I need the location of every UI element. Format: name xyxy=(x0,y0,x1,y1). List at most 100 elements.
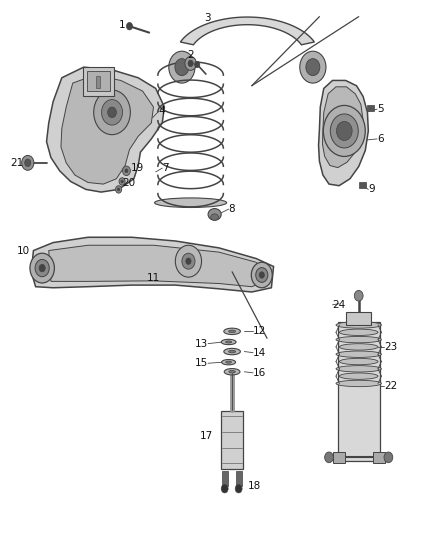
Circle shape xyxy=(256,268,268,282)
Circle shape xyxy=(121,180,123,183)
Text: 15: 15 xyxy=(195,358,208,368)
Circle shape xyxy=(182,253,195,269)
Text: 16: 16 xyxy=(253,368,266,378)
Polygon shape xyxy=(318,80,368,185)
Bar xyxy=(338,322,380,461)
Circle shape xyxy=(259,272,265,278)
Text: 3: 3 xyxy=(204,13,210,23)
Bar xyxy=(83,67,114,96)
Ellipse shape xyxy=(336,380,381,386)
Ellipse shape xyxy=(336,351,381,358)
Circle shape xyxy=(306,59,320,76)
Circle shape xyxy=(39,264,45,272)
Text: 18: 18 xyxy=(247,481,261,490)
Text: 20: 20 xyxy=(122,177,135,188)
Text: 10: 10 xyxy=(17,246,30,255)
Text: 1: 1 xyxy=(119,20,125,30)
Bar xyxy=(236,471,242,486)
Text: 5: 5 xyxy=(377,104,384,114)
Polygon shape xyxy=(31,237,274,292)
Text: 21: 21 xyxy=(11,158,24,168)
Circle shape xyxy=(251,262,272,288)
Circle shape xyxy=(116,185,122,193)
Ellipse shape xyxy=(339,373,378,379)
Circle shape xyxy=(175,59,189,76)
Text: 17: 17 xyxy=(199,431,212,441)
Ellipse shape xyxy=(339,358,378,365)
Polygon shape xyxy=(49,245,265,287)
Ellipse shape xyxy=(339,344,378,350)
Circle shape xyxy=(188,60,193,67)
Ellipse shape xyxy=(224,328,240,335)
Circle shape xyxy=(25,159,31,166)
Circle shape xyxy=(127,22,133,30)
Bar xyxy=(359,182,366,188)
Text: 23: 23 xyxy=(384,342,397,352)
Circle shape xyxy=(384,452,393,463)
Ellipse shape xyxy=(336,366,381,372)
Ellipse shape xyxy=(226,361,231,364)
Circle shape xyxy=(35,260,49,277)
Ellipse shape xyxy=(221,340,236,345)
Bar xyxy=(346,312,371,325)
Circle shape xyxy=(94,90,131,135)
Circle shape xyxy=(336,122,352,141)
Circle shape xyxy=(300,51,326,83)
Circle shape xyxy=(175,245,201,277)
Ellipse shape xyxy=(208,208,221,220)
Ellipse shape xyxy=(229,370,235,373)
Text: 6: 6 xyxy=(377,134,384,144)
Ellipse shape xyxy=(211,214,219,220)
Bar xyxy=(221,411,243,469)
Ellipse shape xyxy=(336,336,381,343)
Circle shape xyxy=(221,484,228,493)
Ellipse shape xyxy=(222,360,236,365)
Bar xyxy=(367,105,374,111)
Circle shape xyxy=(21,156,34,170)
Bar xyxy=(222,471,228,486)
Circle shape xyxy=(354,290,363,301)
Circle shape xyxy=(117,188,120,191)
Text: 12: 12 xyxy=(253,326,266,336)
Bar xyxy=(332,451,345,463)
Ellipse shape xyxy=(336,322,381,328)
Polygon shape xyxy=(46,67,164,192)
Circle shape xyxy=(119,177,125,185)
Bar xyxy=(373,451,385,463)
Circle shape xyxy=(125,169,128,173)
Ellipse shape xyxy=(224,368,240,375)
Polygon shape xyxy=(322,87,363,167)
Text: 7: 7 xyxy=(162,163,169,173)
Circle shape xyxy=(123,166,131,175)
Text: 24: 24 xyxy=(332,300,346,310)
Circle shape xyxy=(30,253,54,283)
Circle shape xyxy=(108,107,117,118)
Ellipse shape xyxy=(155,198,226,207)
Circle shape xyxy=(185,56,196,70)
Circle shape xyxy=(194,61,200,68)
Circle shape xyxy=(323,106,365,157)
Ellipse shape xyxy=(224,349,240,355)
Circle shape xyxy=(330,114,358,148)
Text: 4: 4 xyxy=(159,106,166,116)
Bar xyxy=(96,76,100,88)
Circle shape xyxy=(325,452,333,463)
Text: 11: 11 xyxy=(147,273,160,283)
Ellipse shape xyxy=(226,341,232,343)
Text: 22: 22 xyxy=(384,381,397,391)
Ellipse shape xyxy=(229,350,236,353)
Polygon shape xyxy=(180,17,314,45)
Bar xyxy=(87,71,110,91)
Circle shape xyxy=(169,51,195,83)
Ellipse shape xyxy=(339,329,378,335)
Circle shape xyxy=(235,484,242,493)
Text: 9: 9 xyxy=(368,184,375,195)
Text: 13: 13 xyxy=(195,338,208,349)
Text: 2: 2 xyxy=(187,50,194,60)
Circle shape xyxy=(102,100,123,125)
Ellipse shape xyxy=(229,330,236,333)
Polygon shape xyxy=(61,75,153,184)
Text: 19: 19 xyxy=(131,163,144,173)
Circle shape xyxy=(186,258,191,264)
Text: 14: 14 xyxy=(253,348,266,358)
